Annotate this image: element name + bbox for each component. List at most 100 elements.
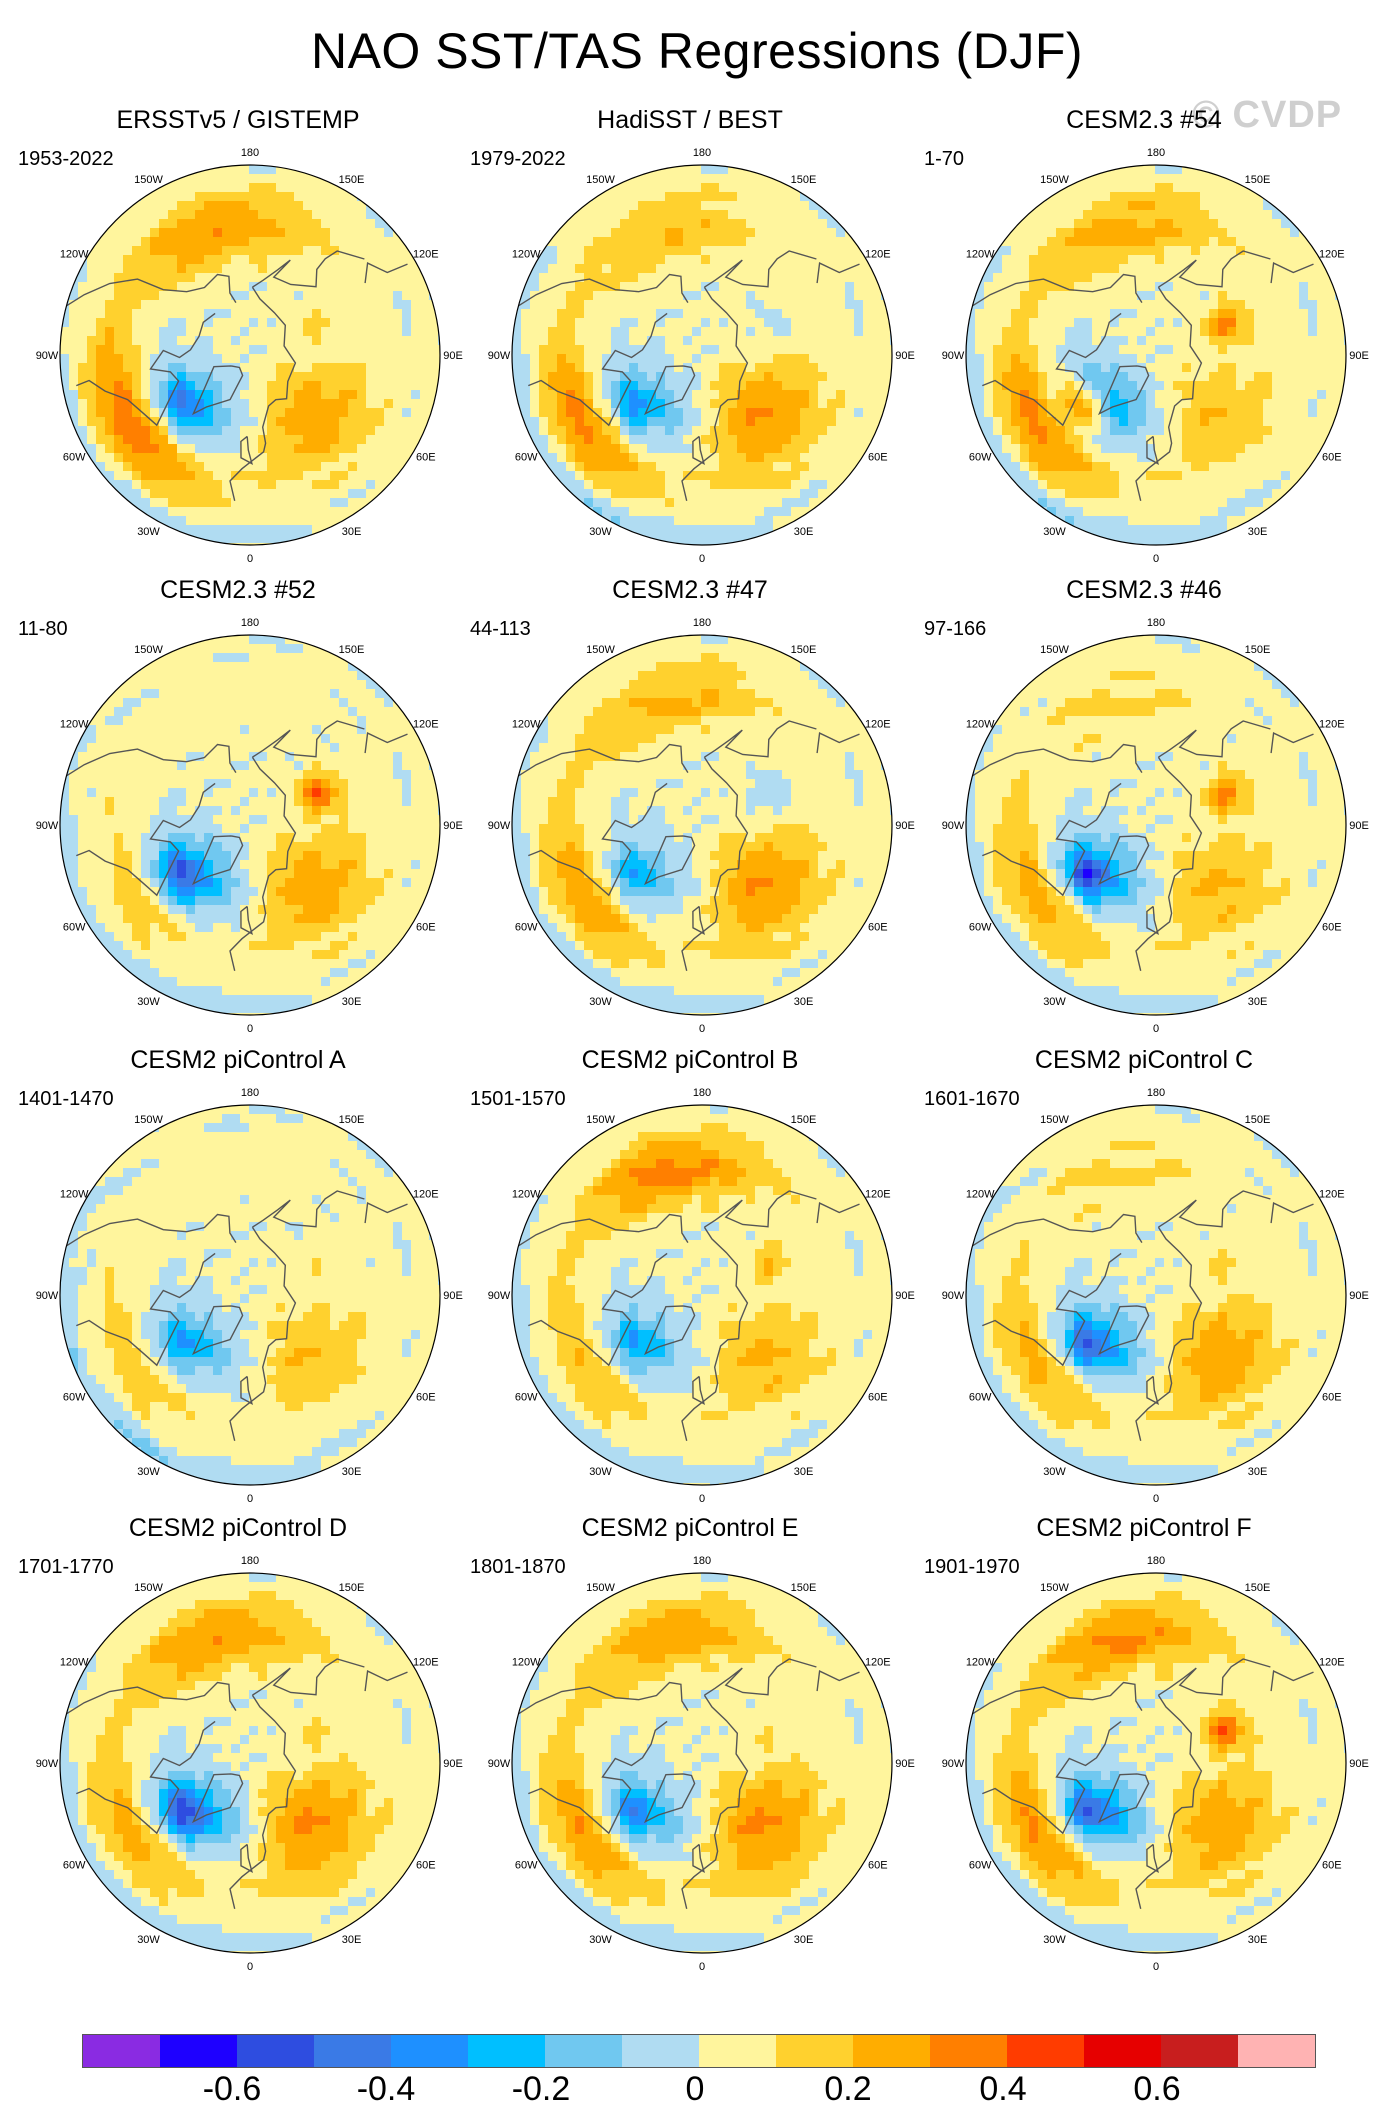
longitude-label: 90E: [895, 350, 915, 362]
longitude-label: 120W: [60, 719, 89, 731]
longitude-label: 120W: [966, 719, 995, 731]
longitude-label: 180: [1147, 1555, 1165, 1567]
coastline: [252, 250, 365, 288]
coastline: [692, 435, 705, 465]
polar-map: 180 150E 120E 90E 60E 30E 0 30W 60W 90W 120W 150W: [942, 1555, 1369, 1973]
longitude-label: 150W: [1040, 174, 1069, 186]
longitude-label: 150E: [1245, 1582, 1271, 1594]
panel-period: 1701-1770: [18, 1556, 114, 1578]
longitude-label: 90E: [1349, 350, 1369, 362]
longitude-label: 30W: [1043, 1466, 1066, 1478]
coastline: [66, 743, 237, 777]
longitude-label: 90W: [488, 1758, 511, 1770]
longitude-label: 120E: [1319, 1189, 1345, 1201]
longitude-label: 120W: [60, 1657, 89, 1669]
longitude-label: 120W: [966, 1189, 995, 1201]
longitude-label: 90W: [942, 820, 965, 832]
polar-map: 180 150E 120E 90E 60E 30E 0 30W 60W 90W 120W 150W: [488, 1555, 915, 1973]
regression-field: [60, 165, 440, 545]
longitude-label: 0: [1153, 1023, 1159, 1035]
coastline: [816, 1202, 860, 1224]
longitude-label: 120E: [865, 249, 891, 261]
longitude-label: 90W: [36, 1290, 59, 1302]
coastlines: [972, 720, 1314, 971]
coastline: [191, 365, 244, 416]
colorbar-swatch: [1007, 2035, 1084, 2067]
regression-field: [60, 635, 440, 1015]
coastline: [1135, 286, 1203, 501]
longitude-label: 180: [693, 617, 711, 629]
longitude-label: 120E: [413, 1657, 439, 1669]
map-panel: 180 150E 120E 90E 60E 30E 0 30W 60W 90W 120W 150W ER…: [8, 106, 468, 580]
coastline: [528, 1720, 668, 1835]
polar-map: 180 150E 120E 90E 60E 30E 0 30W 60W 90W 120W 150W: [942, 1087, 1369, 1505]
longitude-label: 150E: [791, 1582, 817, 1594]
longitude-label: 90E: [895, 820, 915, 832]
panel-title: HadiSST / BEST: [597, 106, 783, 134]
longitude-label: 150W: [1040, 1582, 1069, 1594]
longitude-label: 180: [241, 147, 259, 159]
longitude-label: 150E: [791, 1114, 817, 1126]
coastline: [66, 1213, 237, 1247]
longitude-label: 90E: [895, 1290, 915, 1302]
longitude-label: 60E: [1322, 1860, 1342, 1872]
longitude-label: 60E: [416, 1392, 436, 1404]
longitude-label: 180: [693, 147, 711, 159]
map-panel: 180 150E 120E 90E 60E 30E 0 30W 60W 90W 120W 150W CE…: [914, 576, 1374, 1050]
longitude-label: 60W: [969, 922, 992, 934]
longitude-label: 150W: [134, 1582, 163, 1594]
colorbar-swatch: [930, 2035, 1007, 2067]
longitude-label: 30W: [1043, 526, 1066, 538]
colorbar-swatch: [237, 2035, 314, 2067]
map-panel: 180 150E 120E 90E 60E 30E 0 30W 60W 90W 120W 150W CE…: [460, 576, 920, 1050]
coastline: [66, 273, 237, 307]
longitude-label: 60W: [515, 1392, 538, 1404]
regression-field: [966, 1105, 1346, 1485]
longitude-label: 30E: [794, 1466, 814, 1478]
longitude-label: 0: [247, 1961, 253, 1973]
polar-map: 180 150E 120E 90E 60E 30E 0 30W 60W 90W 120W 150W: [36, 1087, 463, 1505]
coastline: [229, 286, 297, 501]
longitude-label: 150W: [586, 1582, 615, 1594]
coastline: [364, 732, 408, 754]
coastline: [643, 835, 696, 886]
coastline: [1135, 756, 1203, 971]
longitude-label: 150W: [586, 644, 615, 656]
regression-field: [966, 635, 1346, 1015]
regression-field: [966, 165, 1346, 545]
longitude-label: 90W: [942, 1758, 965, 1770]
longitude-label: 150W: [586, 174, 615, 186]
figure-title: NAO SST/TAS Regressions (DJF): [310, 23, 1084, 79]
polar-map: 180 150E 120E 90E 60E 30E 0 30W 60W 90W 120W 150W: [488, 147, 915, 565]
coastline: [1158, 1658, 1271, 1696]
panel-period: 1901-1970: [924, 1556, 1020, 1578]
longitude-label: 30E: [342, 1466, 362, 1478]
coastline: [982, 1720, 1122, 1835]
longitude-label: 30E: [1248, 1466, 1268, 1478]
longitude-label: 120W: [60, 249, 89, 261]
longitude-label: 30W: [1043, 1934, 1066, 1946]
longitude-label: 120E: [1319, 249, 1345, 261]
panel-title: CESM2.3 #52: [160, 576, 316, 604]
coastlines: [66, 1658, 408, 1909]
coastlines: [518, 1658, 860, 1909]
longitude-label: 30E: [1248, 1934, 1268, 1946]
longitude-label: 30E: [342, 1934, 362, 1946]
longitude-label: 180: [1147, 1087, 1165, 1099]
colorbar-swatch: [160, 2035, 237, 2067]
longitude-label: 30E: [794, 526, 814, 538]
longitude-label: 0: [699, 1961, 705, 1973]
map-panel: 180 150E 120E 90E 60E 30E 0 30W 60W 90W 120W 150W CE…: [914, 1046, 1374, 1520]
coastline: [240, 905, 253, 935]
colorbar-tick-label: -0.2: [511, 2070, 571, 2108]
coastline: [66, 1681, 237, 1715]
longitude-label: 180: [693, 1555, 711, 1567]
coastline: [364, 1670, 408, 1692]
coastline: [1270, 732, 1314, 754]
coastline: [229, 1694, 297, 1909]
panel-title: CESM2 piControl E: [581, 1514, 799, 1542]
longitude-label: 30E: [1248, 526, 1268, 538]
longitude-label: 180: [1147, 147, 1165, 159]
map-boundary: [59, 1104, 441, 1486]
coastline: [681, 756, 749, 971]
